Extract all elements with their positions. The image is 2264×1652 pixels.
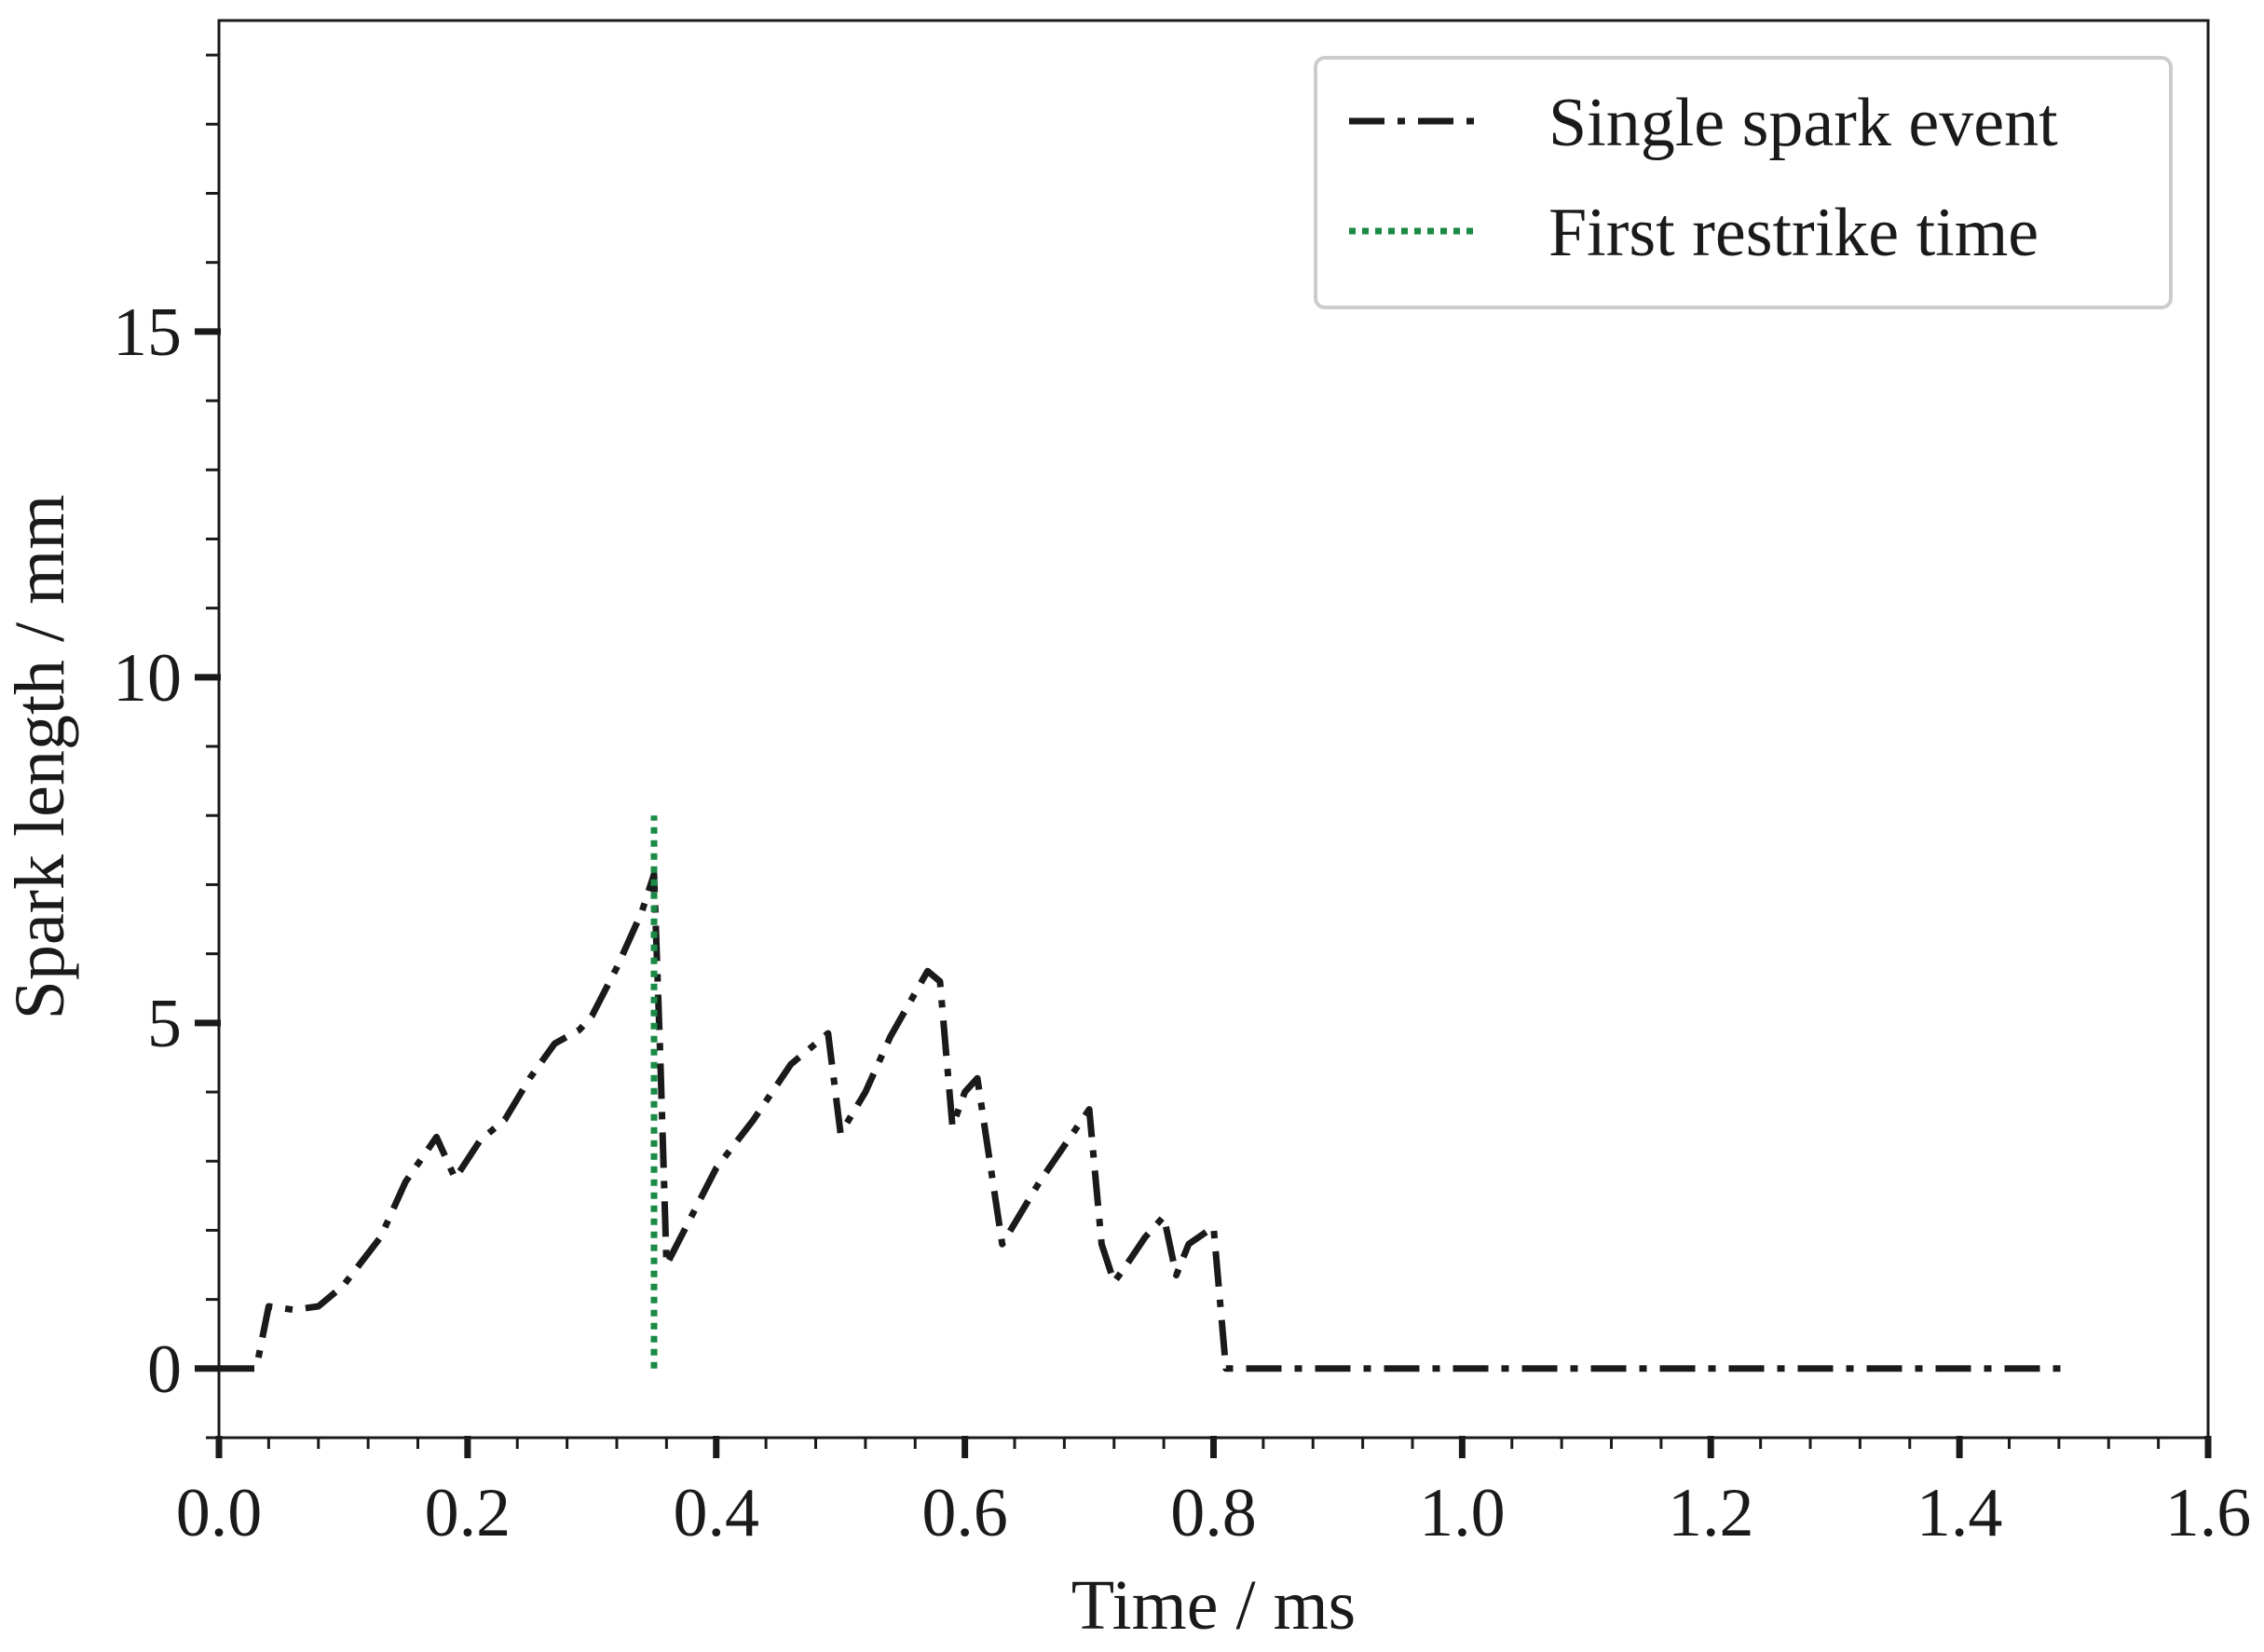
y-tick-label: 10	[113, 640, 182, 717]
x-tick-label: 0.8	[1170, 1475, 1257, 1551]
x-tick-label: 1.6	[2165, 1475, 2252, 1551]
legend-label-2: First restrike time	[1548, 195, 2039, 271]
x-tick-label: 0.4	[674, 1475, 760, 1551]
y-tick-label: 5	[147, 986, 182, 1062]
x-tick-label: 1.0	[1419, 1475, 1506, 1551]
x-tick-label: 0.0	[176, 1475, 263, 1551]
series-group	[219, 815, 2072, 1372]
x-tick-label: 1.2	[1668, 1475, 1754, 1551]
series-line-1	[219, 870, 2072, 1372]
y-tick-label: 0	[147, 1331, 182, 1408]
x-tick-label: 0.6	[921, 1475, 1008, 1551]
axes-group: 0.0 0.2 0.4 0.6 0.8 1.0 1.2 1.4 1.6 0 5 10 15	[113, 19, 2252, 1551]
x-tick-label: 0.2	[425, 1475, 511, 1551]
legend-box	[1314, 56, 2173, 309]
x-tick-label: 1.4	[1916, 1475, 2003, 1551]
y-tick-label: 15	[113, 294, 182, 371]
x-axis-label: Time / ms	[1071, 1566, 1357, 1645]
y-axis-label: Spark length / mm	[1, 495, 79, 1020]
legend: Single spark event First restrike time	[1314, 56, 2173, 309]
legend-label-1: Single spark event	[1548, 85, 2058, 161]
